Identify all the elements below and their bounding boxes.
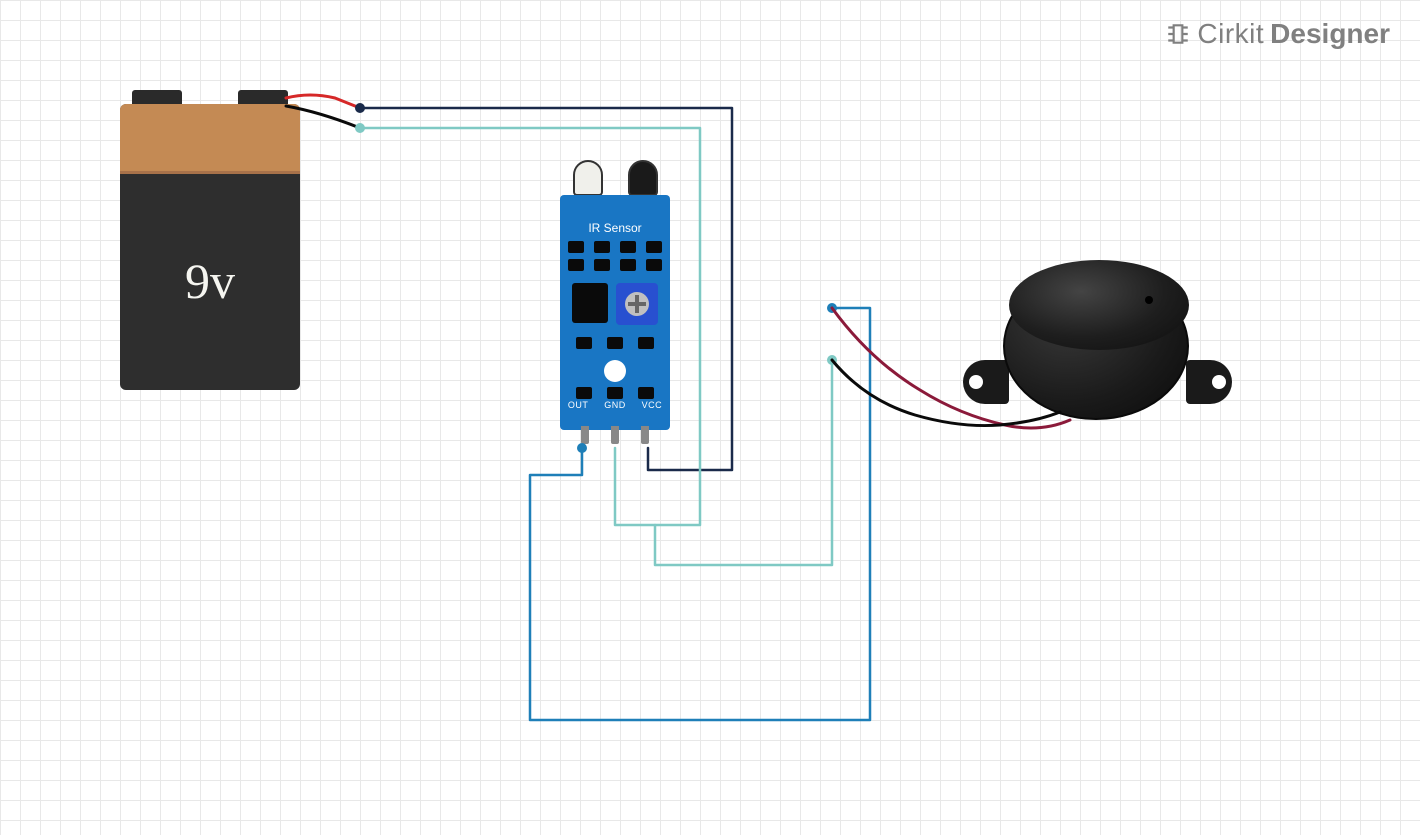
buzzer-body xyxy=(985,260,1210,425)
logo-brand-2: Designer xyxy=(1270,18,1390,50)
ir-pin-vcc[interactable] xyxy=(641,426,649,444)
ir-potentiometer[interactable] xyxy=(616,283,658,325)
buzzer-mount-left xyxy=(963,360,1009,404)
battery-body: 9v xyxy=(120,104,300,390)
ir-status-led xyxy=(604,360,626,382)
ir-smd-row-3 xyxy=(576,337,654,349)
app-logo: Cirkit Designer xyxy=(1165,18,1390,50)
ir-pin-gnd[interactable] xyxy=(611,426,619,444)
buzzer-sound-hole xyxy=(1145,296,1153,304)
logo-icon xyxy=(1165,21,1191,47)
ir-smd-row-1 xyxy=(568,241,662,253)
ir-pin-label-out: OUT xyxy=(568,400,589,410)
ir-pin-label-vcc: VCC xyxy=(642,400,663,410)
ir-comparator-chip xyxy=(572,283,608,323)
ir-pcb: IR Sensor OUT GND VCC xyxy=(560,195,670,430)
buzzer-mount-right xyxy=(1186,360,1232,404)
ir-smd-row-2 xyxy=(568,259,662,271)
buzzer-top xyxy=(1009,260,1189,350)
ir-pin-out[interactable] xyxy=(581,426,589,444)
logo-brand-1: Cirkit xyxy=(1197,18,1264,50)
component-piezo-buzzer[interactable] xyxy=(985,260,1210,425)
ir-sensor-label: IR Sensor xyxy=(560,221,670,235)
component-battery-9v[interactable]: 9v xyxy=(120,90,300,390)
ir-pin-label-gnd: GND xyxy=(604,400,626,410)
component-ir-sensor[interactable]: IR Sensor OUT GND VCC xyxy=(560,195,670,430)
ir-smd-row-4 xyxy=(576,387,654,399)
ir-pin-labels: OUT GND VCC xyxy=(560,400,670,410)
ir-pins xyxy=(570,426,660,444)
battery-band xyxy=(120,104,300,174)
battery-label: 9v xyxy=(120,252,300,310)
